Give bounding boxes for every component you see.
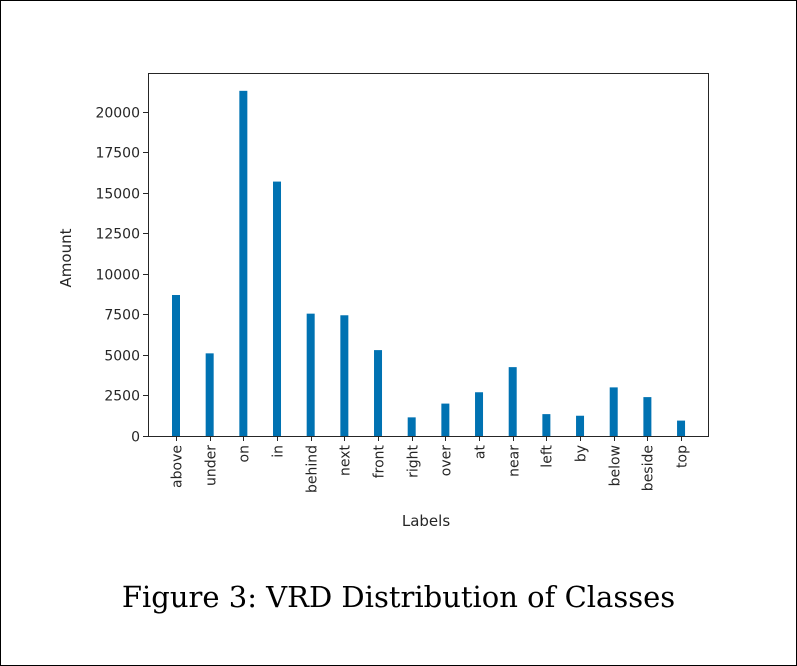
x-tick-label-by: by — [574, 445, 590, 462]
y-tick-label: 12500 — [95, 227, 140, 243]
x-tick-label-under: under — [204, 445, 220, 486]
x-tick-label-right: right — [406, 445, 422, 478]
x-tick-label-front: front — [372, 444, 388, 478]
bar-chart: 0 2500 5000 7500 10000 12500 15000 17500 20000 a… — [57, 73, 709, 530]
bar-next — [340, 315, 349, 436]
bar-above — [172, 295, 180, 436]
bar-in — [273, 181, 282, 436]
y-tick-label: 10000 — [95, 268, 140, 284]
y-axis-label: Amount — [57, 228, 75, 287]
figure-caption: Figure 3: VRD Distribution of Classes — [121, 580, 676, 614]
plot-frame — [148, 73, 709, 437]
bar-near — [508, 367, 517, 436]
bar-front — [374, 350, 383, 436]
x-tick-label-left: left — [540, 445, 556, 468]
x-tick-label-above: above — [170, 445, 186, 488]
y-tick-label: 17500 — [95, 146, 140, 162]
bar-beside — [643, 397, 652, 436]
bar-top — [677, 420, 686, 436]
bar-behind — [306, 313, 315, 436]
bar-right — [407, 417, 416, 436]
y-tick-label: 7500 — [104, 308, 140, 324]
x-tick-label-near: near — [507, 445, 523, 477]
x-axis: above under on in behind next front right over at… — [170, 436, 691, 493]
x-tick-label-at: at — [473, 444, 489, 459]
x-tick-label-on: on — [237, 445, 253, 462]
y-axis: 0 2500 5000 7500 10000 12500 15000 17500 20000 — [95, 106, 148, 446]
plot-area — [148, 73, 709, 437]
x-axis-label: Labels — [402, 512, 450, 530]
bar-at — [475, 392, 484, 436]
x-tick-label-in: in — [271, 445, 287, 458]
bar-by — [576, 415, 585, 436]
bar-over — [441, 403, 450, 436]
x-tick-label-top: top — [675, 445, 691, 468]
bar-on — [239, 90, 248, 436]
bar-under — [205, 353, 214, 436]
y-tick-label: 0 — [131, 430, 140, 446]
x-tick-label-below: below — [608, 445, 624, 486]
bar-left — [542, 414, 551, 436]
y-tick-label: 15000 — [95, 187, 140, 203]
x-tick-label-behind: behind — [305, 445, 321, 493]
y-tick-label: 20000 — [95, 106, 140, 122]
x-tick-label-over: over — [439, 445, 455, 476]
y-tick-label: 2500 — [104, 389, 140, 405]
x-tick-label-next: next — [338, 444, 354, 476]
y-tick-label: 5000 — [104, 349, 140, 365]
bar-below — [609, 387, 618, 436]
x-tick-label-beside: beside — [641, 445, 657, 491]
